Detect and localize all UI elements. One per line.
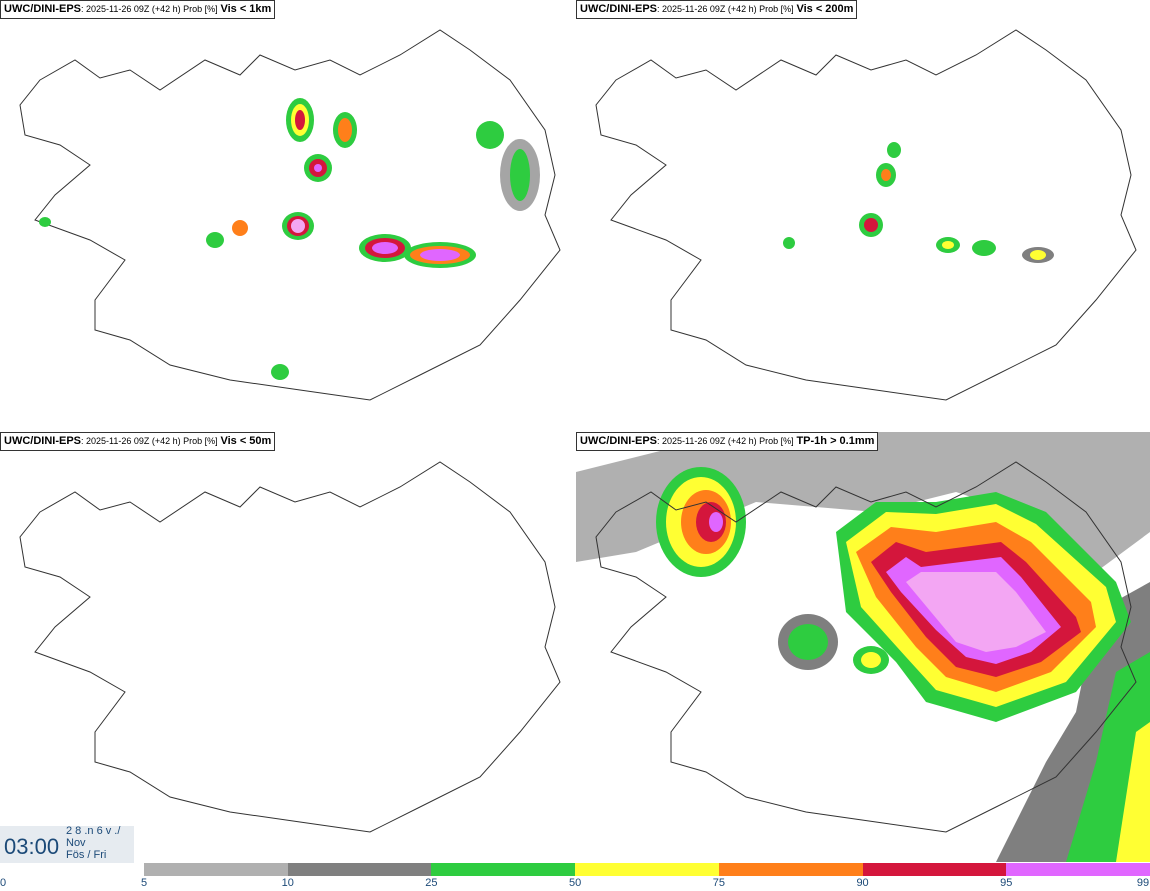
colorbar-tick-label: 0 — [0, 877, 7, 889]
colorbar-segment — [575, 863, 719, 876]
map-panel-vis-50m: UWC/DINI-EPS: 2025-11-26 09Z (+42 h) Pro… — [0, 432, 574, 862]
colorbar-segment — [718, 863, 863, 876]
panel-title: UWC/DINI-EPS: 2025-11-26 09Z (+42 h) Pro… — [0, 0, 276, 19]
valid-date-weekday: Fös / Fri — [66, 849, 107, 861]
map-panel-precip: UWC/DINI-EPS: 2025-11-26 09Z (+42 h) Pro… — [576, 432, 1150, 862]
panel-title: UWC/DINI-EPS: 2025-11-26 09Z (+42 h) Pro… — [0, 432, 276, 451]
colorbar-segment — [862, 863, 1007, 876]
panel-title: UWC/DINI-EPS: 2025-11-26 09Z (+42 h) Pro… — [576, 0, 858, 19]
colorbar-segment — [431, 863, 576, 876]
colorbar-tick-label: 90 — [856, 877, 869, 889]
iceland-map — [19, 29, 561, 401]
panel-title: UWC/DINI-EPS: 2025-11-26 09Z (+42 h) Pro… — [576, 432, 879, 451]
map-panel-vis-200m: UWC/DINI-EPS: 2025-11-26 09Z (+42 h) Pro… — [576, 0, 1150, 430]
iceland-map — [595, 29, 1137, 401]
map-panel-vis-1km: UWC/DINI-EPS: 2025-11-26 09Z (+42 h) Pro… — [0, 0, 574, 430]
iceland-map — [576, 432, 1150, 862]
colorbar-segment — [144, 863, 288, 876]
valid-date-month: Nov — [66, 837, 86, 849]
colorbar-tick-label: 99 — [1136, 877, 1150, 889]
iceland-map — [19, 461, 561, 833]
valid-time-box: 03:00 2 8 .n 6 v ./ Nov Fös / Fri — [0, 825, 134, 863]
colorbar-tick-label: 10 — [281, 877, 294, 889]
valid-date-day: 2 8 .n 6 v ./ — [66, 825, 121, 837]
colorbar-tick-label: 25 — [425, 877, 438, 889]
colorbar-tick-label: 5 — [140, 877, 148, 889]
valid-date: 2 8 .n 6 v ./ Nov Fös / Fri — [66, 825, 120, 861]
colorbar-segment — [1006, 863, 1150, 876]
colorbar-tick-label: 50 — [569, 877, 582, 889]
colorbar-tick-label: 95 — [1000, 877, 1013, 889]
colorbar-segment — [287, 863, 432, 876]
probability-colorbar — [144, 863, 1150, 876]
prob-blobs — [39, 98, 540, 380]
colorbar-tick-label: 75 — [712, 877, 725, 889]
valid-time-clock: 03:00 — [4, 834, 60, 859]
prob-blobs — [783, 142, 1054, 263]
